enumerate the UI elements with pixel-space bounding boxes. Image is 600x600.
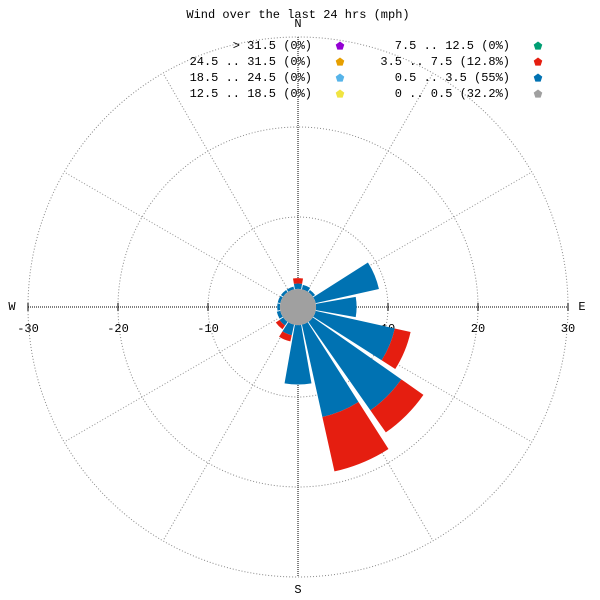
legend-marker bbox=[335, 89, 345, 98]
legend-label: 0.5 .. 3.5 (55%) bbox=[395, 71, 510, 85]
sector-segment bbox=[370, 379, 424, 433]
spoke bbox=[63, 171, 299, 308]
sector-segment bbox=[279, 331, 292, 342]
sector-segment bbox=[293, 283, 303, 290]
sector-segment bbox=[286, 286, 295, 292]
compass-label: N bbox=[294, 17, 301, 31]
sector-segment bbox=[279, 317, 288, 326]
compass-label: W bbox=[8, 300, 16, 314]
sector-segment bbox=[282, 322, 295, 336]
spoke bbox=[162, 72, 299, 308]
sector-segment bbox=[322, 401, 389, 472]
x-tick-label: 30 bbox=[561, 322, 575, 336]
sector-segment bbox=[301, 322, 359, 417]
legend-marker bbox=[533, 57, 543, 66]
sector-segment bbox=[275, 319, 286, 330]
chart-title: Wind over the last 24 hrs (mph) bbox=[186, 8, 409, 22]
compass-label: S bbox=[294, 583, 301, 597]
x-tick-label: 20 bbox=[471, 322, 485, 336]
x-tick-label: -30 bbox=[17, 322, 39, 336]
sector-segment bbox=[381, 328, 411, 369]
legend-marker bbox=[533, 73, 543, 82]
legend-label: 3.5 .. 7.5 (12.8%) bbox=[380, 55, 510, 69]
sector-segment bbox=[313, 310, 395, 361]
spoke bbox=[63, 306, 299, 443]
legend-label: 12.5 .. 18.5 (0%) bbox=[190, 87, 312, 101]
compass-label: E bbox=[578, 300, 585, 314]
sector-segment bbox=[284, 324, 312, 385]
legend-marker bbox=[335, 57, 345, 66]
sector-segment bbox=[308, 317, 402, 411]
x-tick-label: -20 bbox=[107, 322, 129, 336]
legend-label: 0 .. 0.5 (32.2%) bbox=[395, 87, 510, 101]
sector-segment bbox=[277, 303, 281, 311]
sector-segment bbox=[313, 262, 379, 304]
legend-marker bbox=[335, 73, 345, 82]
legend-label: > 31.5 (0%) bbox=[233, 39, 312, 53]
sector-segment bbox=[292, 278, 304, 284]
sector-segment bbox=[315, 296, 357, 318]
legend-label: 7.5 .. 12.5 (0%) bbox=[395, 39, 510, 53]
x-tick-label: -10 bbox=[197, 322, 219, 336]
legend-label: 24.5 .. 31.5 (0%) bbox=[190, 55, 312, 69]
legend-label: 18.5 .. 24.5 (0%) bbox=[190, 71, 312, 85]
spoke bbox=[297, 72, 434, 308]
legend-marker bbox=[533, 89, 543, 98]
legend-marker bbox=[335, 41, 345, 50]
sector-segment bbox=[301, 284, 311, 292]
spoke bbox=[162, 306, 299, 542]
sector-segment bbox=[276, 310, 283, 319]
sector-segment bbox=[277, 295, 283, 304]
calm-circle bbox=[279, 288, 317, 326]
legend-marker bbox=[533, 41, 543, 50]
sector-segment bbox=[308, 289, 316, 297]
sector-segment bbox=[280, 289, 288, 297]
